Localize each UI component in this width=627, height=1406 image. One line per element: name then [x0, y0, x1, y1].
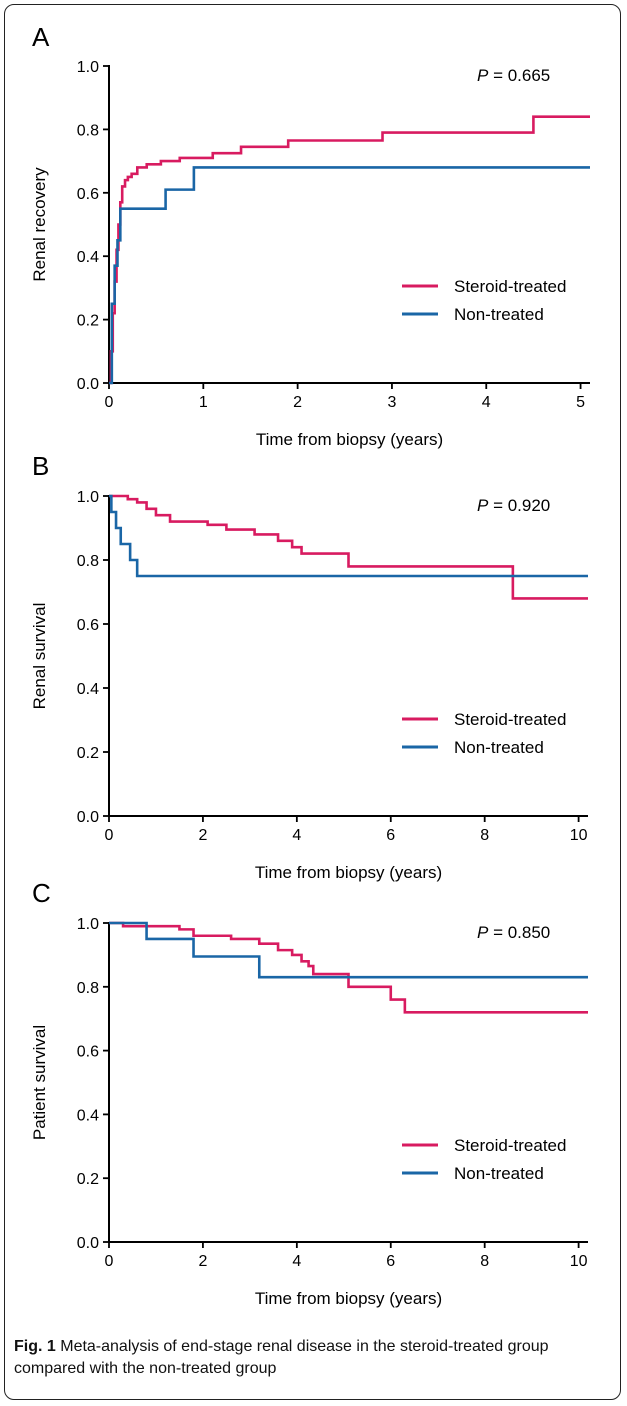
y-tick-label: 1.0 [77, 59, 99, 76]
x-tick-label: 4 [292, 1253, 301, 1270]
x-tick-label: 3 [387, 394, 396, 411]
legend-label: Non-treated [454, 1164, 544, 1183]
series-line-steroid-treated [109, 115, 590, 385]
x-tick-label: 8 [480, 827, 489, 844]
y-tick-label: 0.4 [77, 1107, 99, 1124]
y-tick-label: 0.0 [77, 1235, 99, 1252]
series-line-steroid-treated [109, 921, 588, 1014]
legend-label: Non-treated [454, 738, 544, 757]
x-tick-label: 2 [198, 1253, 207, 1270]
p-value-symbol: P [477, 923, 489, 942]
p-value: P = 0.920 [477, 496, 550, 515]
legend-label: Non-treated [454, 305, 544, 324]
series-line-steroid-treated [109, 494, 588, 600]
p-value-symbol: P [477, 496, 489, 515]
x-tick-label: 4 [292, 827, 301, 844]
series-line-non-treated [109, 494, 588, 578]
p-value-number: = 0.920 [488, 496, 550, 515]
panel-letter: C [32, 878, 51, 908]
caption-label: Fig. 1 [14, 1338, 56, 1355]
p-value-number: = 0.850 [488, 923, 550, 942]
x-tick-label: 4 [482, 394, 491, 411]
p-value: P = 0.665 [477, 66, 550, 85]
y-tick-label: 1.0 [77, 916, 99, 933]
y-tick-label: 0.6 [77, 617, 99, 634]
chart-panel-b: B 0.0 0.2 0.4 0.6 0.8 1.0 0 2 4 6 8 10 Time from biop… [30, 451, 588, 882]
y-tick-label: 0.2 [77, 1171, 99, 1188]
x-tick-label: 6 [386, 1253, 395, 1270]
y-tick-label: 1.0 [77, 489, 99, 506]
x-tick-label: 1 [199, 394, 208, 411]
p-value-symbol: P [477, 66, 489, 85]
y-tick-label: 0.6 [77, 1044, 99, 1061]
y-tick-label: 0.8 [77, 553, 99, 570]
x-tick-label: 10 [570, 1253, 588, 1270]
p-value: P = 0.850 [477, 923, 550, 942]
y-tick-label: 0.6 [77, 186, 99, 203]
legend-label: Steroid-treated [454, 1136, 566, 1155]
x-tick-label: 5 [576, 394, 585, 411]
panel-letter: B [32, 451, 49, 481]
series-line-non-treated [109, 166, 590, 385]
x-tick-label: 0 [105, 827, 114, 844]
y-tick-label: 0.8 [77, 980, 99, 997]
legend-label: Steroid-treated [454, 710, 566, 729]
chart-panel-c: C 0.0 0.2 0.4 0.6 0.8 1.0 0 2 4 6 8 10 Time from biop… [30, 878, 588, 1308]
y-tick-label: 0.8 [77, 122, 99, 139]
figure-caption: Fig. 1 Meta-analysis of end-stage renal … [14, 1336, 609, 1380]
series-line-non-treated [109, 921, 588, 979]
x-axis-title: Time from biopsy (years) [255, 1289, 442, 1308]
y-tick-label: 0.2 [77, 745, 99, 762]
figure-charts: A 0.0 0.2 0.4 0.6 0.8 1.0 0 1 2 3 4 5 Time from biops… [30, 22, 590, 1308]
x-tick-label: 0 [105, 394, 114, 411]
y-tick-label: 0.0 [77, 809, 99, 826]
chart-panel-a: A 0.0 0.2 0.4 0.6 0.8 1.0 0 1 2 3 4 5 Time from biops… [30, 22, 590, 449]
panel-letter: A [32, 22, 50, 52]
legend-label: Steroid-treated [454, 277, 566, 296]
x-axis-title: Time from biopsy (years) [256, 430, 443, 449]
y-tick-label: 0.0 [77, 376, 99, 393]
x-axis-title: Time from biopsy (years) [255, 863, 442, 882]
x-tick-label: 2 [198, 827, 207, 844]
x-tick-label: 6 [386, 827, 395, 844]
y-axis-title: Renal survival [30, 603, 49, 710]
y-axis-title: Renal recovery [30, 167, 49, 282]
caption-text: Meta-analysis of end-stage renal disease… [14, 1338, 549, 1377]
y-tick-label: 0.4 [77, 249, 99, 266]
x-tick-label: 0 [105, 1253, 114, 1270]
x-tick-label: 8 [480, 1253, 489, 1270]
x-tick-label: 2 [293, 394, 302, 411]
y-tick-label: 0.2 [77, 313, 99, 330]
y-tick-label: 0.4 [77, 681, 99, 698]
x-tick-label: 10 [570, 827, 588, 844]
figure-frame: A 0.0 0.2 0.4 0.6 0.8 1.0 0 1 2 3 4 5 Time from biops… [4, 4, 621, 1400]
y-axis-title: Patient survival [30, 1025, 49, 1140]
p-value-number: = 0.665 [488, 66, 550, 85]
